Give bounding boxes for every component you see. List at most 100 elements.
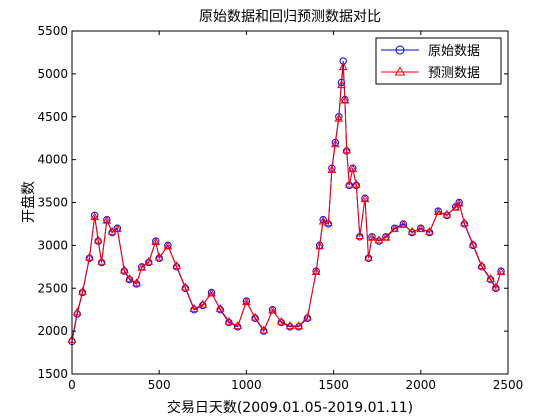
data-point-original [460,220,469,228]
data-point-predicted [355,231,365,240]
data-point-predicted [334,113,344,122]
data-point-original [443,211,451,220]
data-point-predicted [399,219,408,228]
data-point-predicted [276,316,286,325]
data-point-predicted [348,164,358,173]
x-axis-title: 交易日天数(2009.01.05-2019.01.11) [167,399,413,416]
data-point-predicted [259,325,269,334]
data-point-original [199,301,207,310]
data-point-predicted [294,321,304,330]
data-point-predicted [337,80,346,89]
data-point-predicted [491,282,501,291]
y-tick-label: 2000 [37,324,68,338]
y-tick-label: 3500 [37,196,68,210]
legend-marker-predicted [394,66,406,76]
data-point-original [295,323,303,331]
data-point-predicted [318,216,328,225]
data-point-predicted [331,139,340,148]
data-point-original [190,305,198,314]
x-tick-label: 2000 [406,378,437,392]
data-point-predicted [90,212,100,221]
data-point-original [233,323,242,331]
data-point-original [125,275,134,284]
y-axis-ticks: 1500 2000 2500 3000 3500 4000 4500 5000 5500 [37,24,508,381]
data-point-original [492,284,500,292]
data-point-predicted [381,232,391,241]
data-point-predicted [454,198,464,207]
data-point-original [155,254,163,262]
data-point-predicted [477,261,487,270]
data-point-predicted [144,256,154,265]
y-axis-title: 开盘数 [20,181,37,223]
data-point-predicted [311,267,321,276]
plot-area [72,31,508,374]
data-point-original [277,318,285,327]
chart-title: 原始数据和回归预测数据对比 [199,8,381,25]
data-point-predicted [351,179,361,188]
data-point-predicted [324,218,333,227]
data-point-predicted [78,286,87,295]
data-point-original [216,305,224,314]
y-tick-label: 3000 [37,238,68,252]
data-point-predicted [364,252,373,261]
data-point-original [286,323,294,331]
data-point-predicted [172,261,181,270]
data-point-predicted [93,235,103,244]
y-tick-label: 4500 [37,110,68,124]
x-tick-label: 1000 [231,378,262,392]
data-point-predicted [327,165,337,174]
y-tick-label: 5000 [37,67,68,81]
data-point-original [145,258,153,267]
data-point-predicted [207,288,216,297]
x-axis-ticks: 0 500 1000 1500 2000 2500 [68,31,523,392]
data-point-predicted [468,239,478,248]
data-point-predicted [215,303,225,312]
data-point-original [469,241,477,250]
data-point-predicted [97,256,106,265]
data-point-predicted [181,282,190,291]
data-point-predicted [425,226,434,235]
data-point-predicted [342,145,352,154]
data-point-original [172,263,181,271]
y-tick-label: 5500 [37,24,68,38]
legend-marker-original [395,45,405,55]
data-point-original [225,318,233,327]
data-point-predicted [442,209,452,218]
data-point-predicted [496,267,506,276]
legend-label-original: 原始数据 [428,44,480,59]
data-point-original [78,288,87,297]
data-point-predicted [189,303,199,312]
data-point-predicted [233,321,243,330]
data-point-predicted [85,252,94,261]
data-point-predicted [407,226,417,235]
data-point-predicted [285,321,295,330]
data-point-predicted [125,273,134,282]
data-point-predicted [119,265,129,274]
data-point-original [251,314,259,322]
data-point-predicted [151,237,161,246]
data-point-predicted [72,307,82,316]
data-point-original [108,228,116,237]
data-point-original [260,327,268,335]
data-point-predicted [303,312,312,321]
data-point-predicted [338,62,348,71]
data-point-predicted [451,202,461,211]
data-point-original [408,228,416,237]
data-point-predicted [416,224,426,233]
data-point-predicted [460,218,469,227]
data-point-original [181,284,190,292]
data-point-predicted [113,224,122,233]
y-tick-label: 1500 [37,367,68,381]
data-point-original [478,263,486,271]
x-tick-label: 0 [68,378,76,392]
data-point-predicted [137,262,147,271]
data-point-predicted [163,241,173,250]
y-tick-label: 4000 [37,153,68,167]
x-tick-label: 1500 [318,378,349,392]
data-point-original [375,237,383,245]
legend: 原始数据 预测数据 [375,37,502,85]
y-tick-label: 2500 [37,281,68,295]
data-point-predicted [102,215,112,224]
data-point-predicted [154,252,164,261]
